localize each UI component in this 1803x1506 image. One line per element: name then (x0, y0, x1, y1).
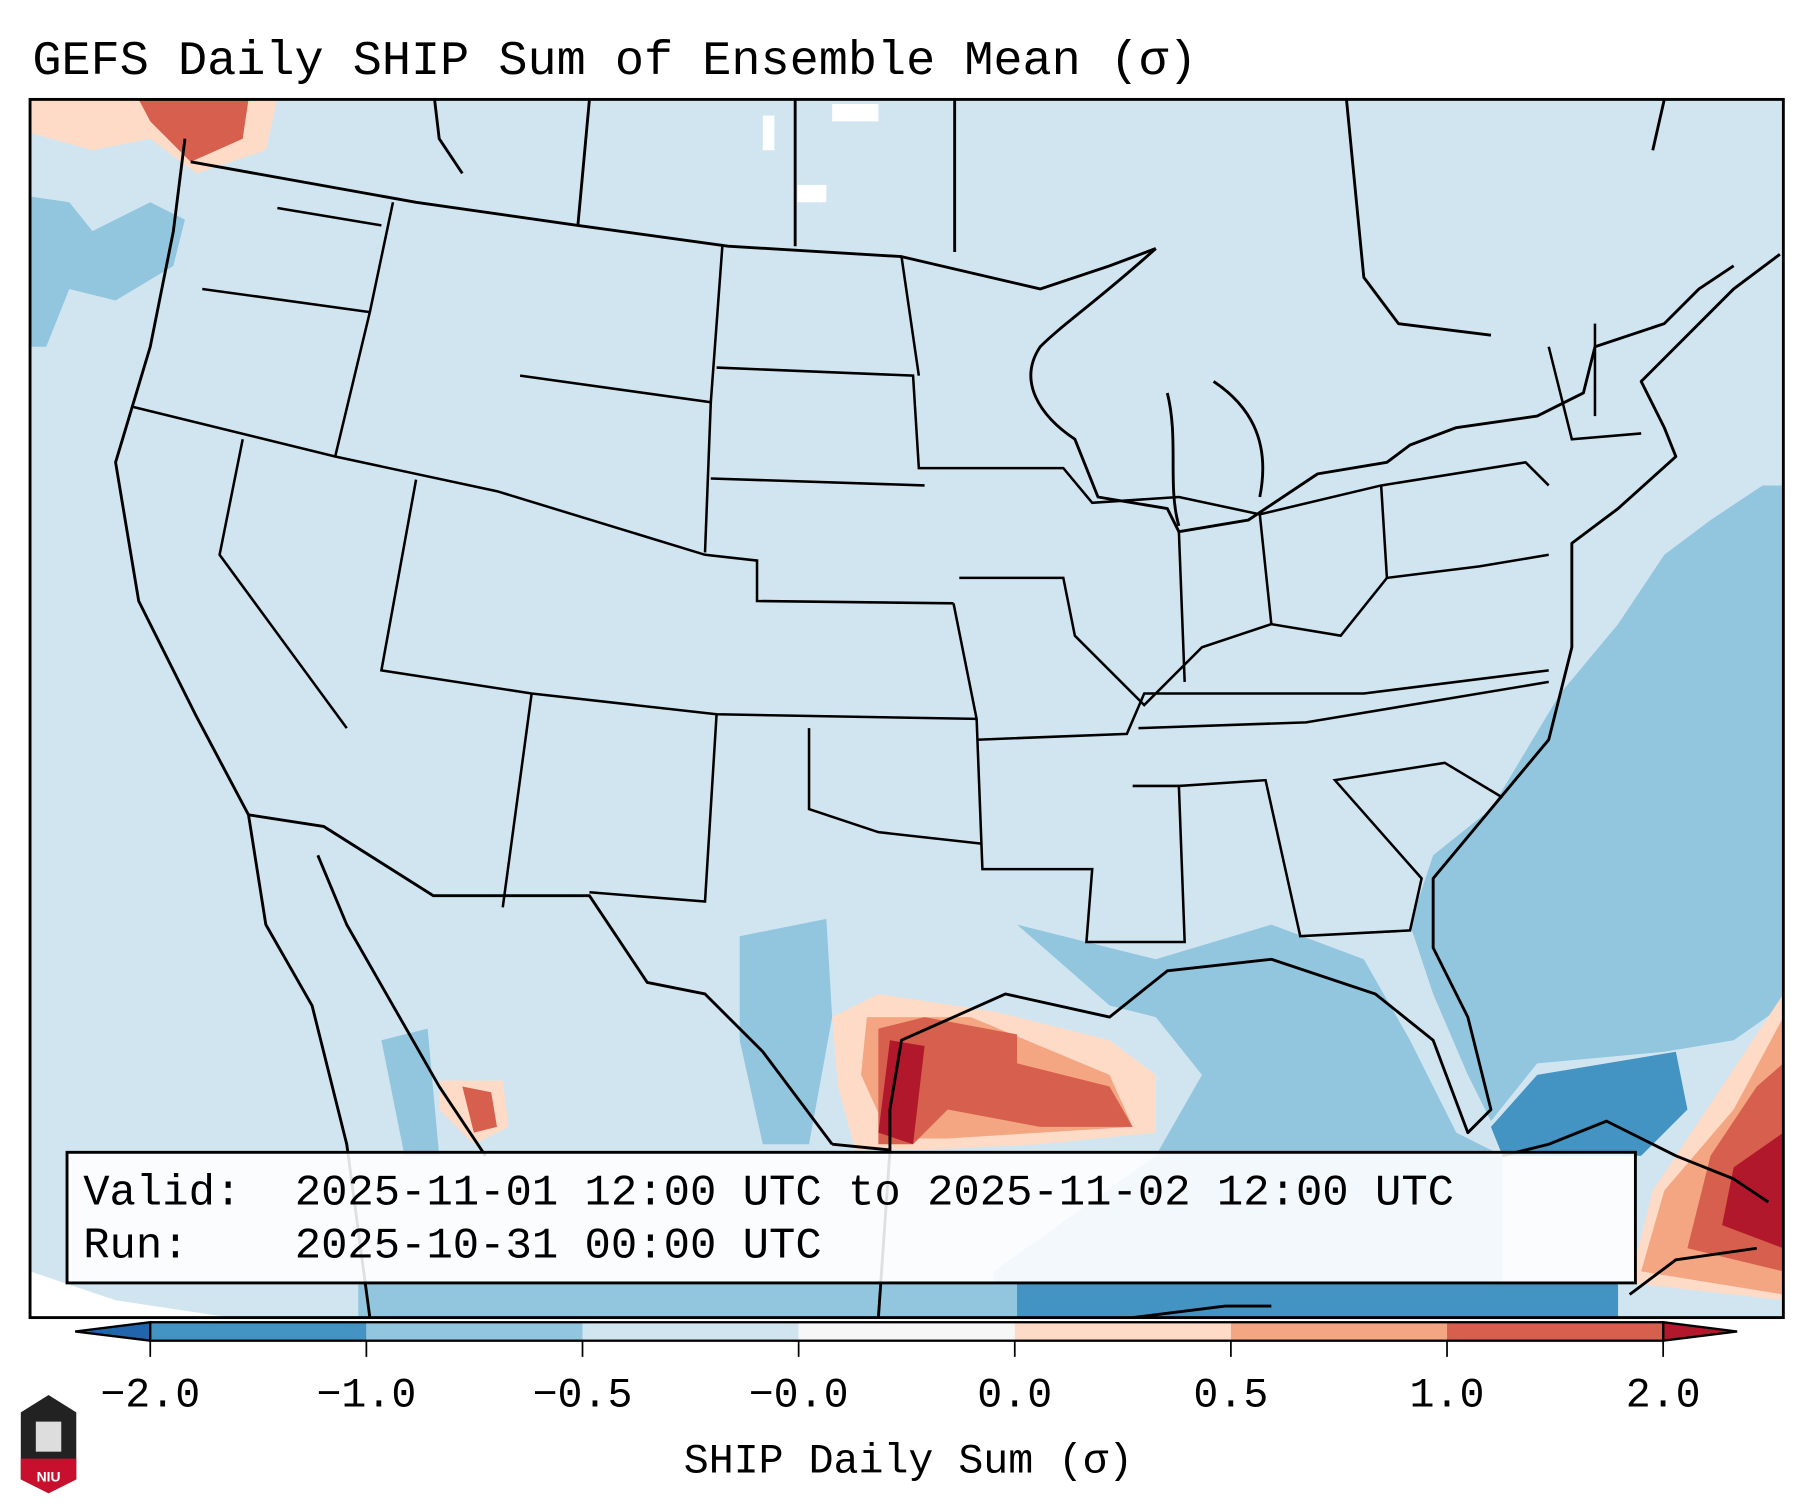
niu-logo: NIU (20, 1395, 77, 1494)
tick-label: −0.0 (749, 1373, 849, 1420)
map-frame (28, 97, 1785, 1320)
colorbar-segment (1230, 1322, 1448, 1341)
tick-label: 0.5 (1193, 1373, 1268, 1420)
canada-white-patches (762, 104, 879, 203)
colorbar-segment (798, 1322, 1015, 1341)
colorbar-over-extension (1661, 1320, 1738, 1343)
valid-label: Valid: (83, 1168, 241, 1218)
colorbar-segment (366, 1322, 583, 1341)
state-boundaries (132, 202, 1642, 944)
info-box: Valid: 2025-11-01 12:00 UTC to 2025-11-0… (65, 1150, 1637, 1285)
tick-label: 2.0 (1626, 1373, 1701, 1420)
run-value: 2025-10-31 00:00 UTC (295, 1221, 822, 1271)
colorbar-segment (1447, 1322, 1664, 1341)
tick-label: −0.5 (533, 1373, 633, 1420)
run-label: Run: (83, 1221, 188, 1271)
pacific-nw-anomaly (30, 99, 278, 174)
colorbar-outline (149, 1321, 1665, 1342)
colorbar-segment (150, 1322, 367, 1341)
caribbean-anomaly (1629, 993, 1784, 1301)
tick-label: −1.0 (316, 1373, 416, 1420)
texas-gulf-anomaly (439, 993, 1156, 1151)
colorbar-under-extension (74, 1320, 152, 1343)
tick-label: 1.0 (1410, 1373, 1485, 1420)
bottom-left-blank (30, 1271, 232, 1318)
figure-title: GEFS Daily SHIP Sum of Ensemble Mean (σ) (32, 34, 1197, 89)
tick-label: 0.0 (977, 1373, 1052, 1420)
colorbar-tick-labels: −2.0 −1.0 −0.5 −0.0 0.0 0.5 1.0 2.0 (100, 1373, 1700, 1420)
map-panel: Valid: 2025-11-01 12:00 UTC to 2025-11-0… (28, 97, 1785, 1320)
colorbar (74, 1320, 1738, 1357)
valid-value: 2025-11-01 12:00 UTC to 2025-11-02 12:00… (295, 1168, 1454, 1218)
coastlines-and-borders (114, 99, 1781, 1318)
tick-label: −2.0 (100, 1373, 200, 1420)
colorbar-label: SHIP Daily Sum (σ) (684, 1438, 1133, 1485)
colorbar-segment (1014, 1322, 1231, 1341)
colorbar-segment (582, 1322, 799, 1341)
logo-text: NIU (37, 1469, 61, 1485)
